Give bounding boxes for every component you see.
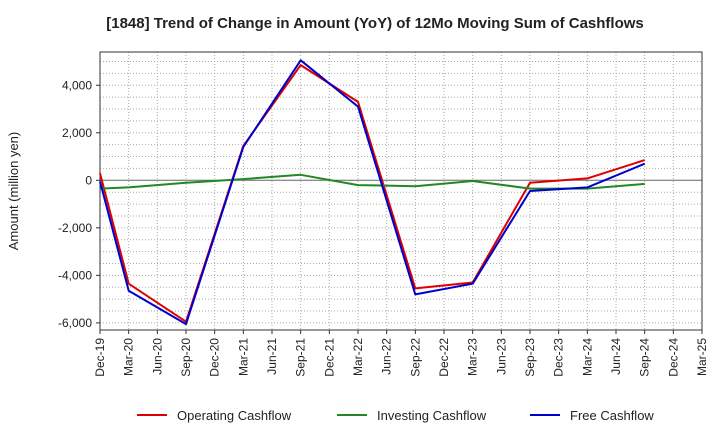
x-tick-label: Sep-24 xyxy=(638,338,652,377)
legend: Operating Cashflow Investing Cashflow Free… xyxy=(137,408,654,423)
x-tick-label: Mar-20 xyxy=(122,338,136,376)
x-tick-label: Dec-22 xyxy=(437,338,451,377)
y-tick-label: -4,000 xyxy=(58,268,92,282)
legend-label-free-cashflow: Free Cashflow xyxy=(570,408,654,423)
chart-title: [1848] Trend of Change in Amount (YoY) o… xyxy=(106,15,644,32)
x-axis-ticks: Dec-19 Mar-20 Jun-20 Sep-20 Dec-20 Mar-21 Jun-… xyxy=(93,330,709,377)
x-tick-label: Mar-24 xyxy=(580,338,594,376)
x-tick-label: Mar-23 xyxy=(466,338,480,376)
series-line-operating-cashflow xyxy=(99,64,646,323)
series-lines xyxy=(99,59,646,326)
series-line-free-cashflow xyxy=(99,59,646,326)
y-tick-label: -2,000 xyxy=(58,221,92,235)
x-tick-label: Dec-23 xyxy=(552,338,566,377)
x-tick-label: Mar-22 xyxy=(351,338,365,376)
series-line-investing-cashflow xyxy=(99,173,645,190)
y-tick-label: -6,000 xyxy=(58,316,92,330)
x-tick-label: Sep-22 xyxy=(408,338,422,377)
x-tick-label: Jun-24 xyxy=(609,338,623,375)
x-tick-label: Jun-20 xyxy=(150,338,164,375)
y-tick-label: 0 xyxy=(85,173,92,187)
x-tick-label: Dec-24 xyxy=(666,338,680,377)
legend-label-operating-cashflow: Operating Cashflow xyxy=(177,408,292,423)
x-tick-label: Mar-21 xyxy=(236,338,250,376)
plot-area xyxy=(99,51,703,331)
x-tick-label: Dec-20 xyxy=(208,338,222,377)
y-axis-label: Amount (million yen) xyxy=(6,132,21,251)
x-tick-label: Jun-22 xyxy=(380,338,394,375)
x-tick-label: Jun-21 xyxy=(265,338,279,375)
grid-lines xyxy=(99,52,703,330)
x-tick-label: Sep-20 xyxy=(179,338,193,377)
y-tick-label: 4,000 xyxy=(62,78,92,92)
x-tick-label: Dec-19 xyxy=(93,338,107,377)
y-tick-label: 2,000 xyxy=(62,126,92,140)
y-axis-ticks: 4,000 2,000 0 -2,000 -4,000 -6,000 xyxy=(58,78,100,330)
legend-label-investing-cashflow: Investing Cashflow xyxy=(377,408,487,423)
x-tick-label: Sep-21 xyxy=(294,338,308,377)
x-tick-label: Sep-23 xyxy=(523,338,537,377)
x-tick-label: Dec-21 xyxy=(322,338,336,377)
x-tick-label: Jun-23 xyxy=(494,338,508,375)
x-tick-label: Mar-25 xyxy=(695,338,709,376)
